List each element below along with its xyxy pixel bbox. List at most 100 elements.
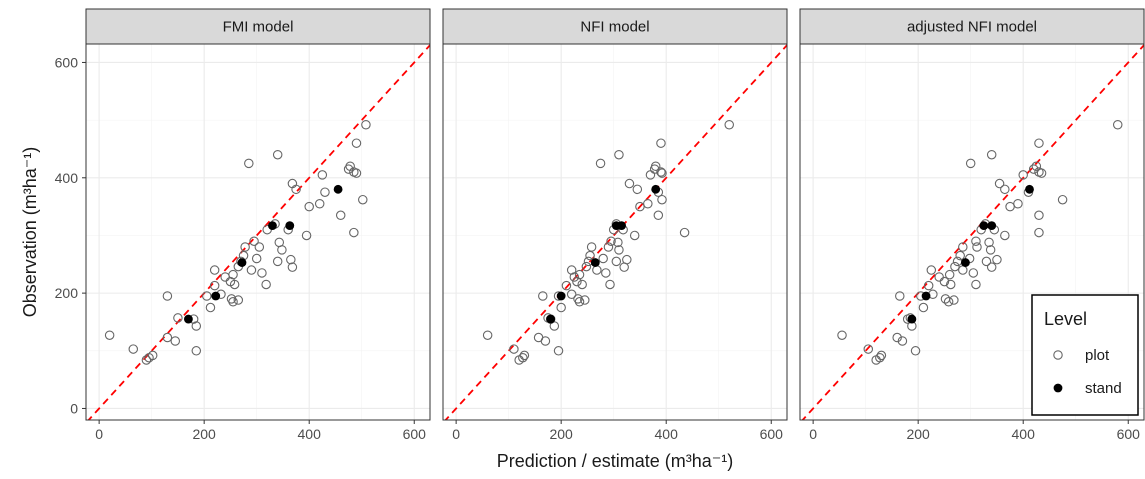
identity-reference-line xyxy=(444,44,787,420)
plot-level-point xyxy=(191,346,202,356)
plot-level-point xyxy=(304,201,314,212)
plot-level-point xyxy=(875,352,885,363)
y-tick-label: 400 xyxy=(55,170,79,186)
panel-border xyxy=(799,43,1145,421)
x-tick-label: 600 xyxy=(760,426,784,442)
plot-level-point xyxy=(605,279,615,290)
facet-title: FMI model xyxy=(223,19,294,36)
plot-level-point xyxy=(985,245,996,255)
plot-level-point xyxy=(918,302,929,313)
plot-level-point xyxy=(598,253,608,264)
plot-level-point xyxy=(191,321,202,331)
legend-label-stand: stand xyxy=(1085,380,1122,397)
plot-level-point xyxy=(335,210,346,221)
plot-level-point xyxy=(566,289,577,300)
plot-level-point xyxy=(254,242,265,252)
plot-level-point xyxy=(518,352,528,363)
plot-level-point xyxy=(209,280,220,291)
plot-level-point xyxy=(577,279,587,290)
plot-level-point xyxy=(482,330,493,340)
plot-level-point xyxy=(958,242,968,252)
plot-level-point xyxy=(128,344,139,354)
facet-title: NFI model xyxy=(580,19,649,36)
stand-level-point xyxy=(546,314,556,324)
plot-level-point xyxy=(317,170,328,180)
plot-level-point xyxy=(291,184,301,195)
plot-level-point xyxy=(233,295,244,305)
plot-level-point xyxy=(553,346,564,356)
plot-level-point xyxy=(613,237,623,248)
plot-level-point xyxy=(320,187,330,197)
legend-box xyxy=(1031,294,1139,416)
plot-level-point xyxy=(656,138,666,148)
plot-area xyxy=(443,44,787,420)
plot-level-point xyxy=(897,336,908,346)
plot-level-point xyxy=(603,242,614,252)
legend-key-plot xyxy=(1053,350,1063,360)
plot-level-point xyxy=(1112,119,1123,130)
panel-border xyxy=(85,43,431,421)
plot-area xyxy=(86,44,430,420)
stand-level-point xyxy=(979,221,989,231)
plot-level-point xyxy=(949,295,959,305)
plot-level-point xyxy=(561,280,572,291)
plot-level-point xyxy=(1028,164,1039,174)
plot-level-point xyxy=(272,256,283,267)
legend-title: Level xyxy=(1044,309,1087,329)
plot-level-point xyxy=(614,149,624,160)
y-tick-label: 200 xyxy=(55,285,79,301)
plot-level-point xyxy=(257,268,267,278)
facet-strip xyxy=(85,8,431,45)
y-tick-label: 0 xyxy=(70,400,78,416)
plot-level-point xyxy=(971,236,981,246)
plot-level-point xyxy=(202,291,212,301)
plot-level-point xyxy=(104,330,115,340)
plot-level-point xyxy=(994,178,1005,189)
plot-level-point xyxy=(141,355,152,365)
plot-level-point xyxy=(240,242,250,252)
x-tick-label: 400 xyxy=(298,426,322,442)
plot-level-point xyxy=(286,254,296,265)
x-tick-label: 400 xyxy=(1012,426,1036,442)
plot-level-point xyxy=(229,279,240,290)
plot-level-point xyxy=(1034,227,1044,238)
plot-level-point xyxy=(981,256,992,267)
plot-level-point xyxy=(606,236,616,246)
plot-level-point xyxy=(1000,184,1010,195)
plot-level-point xyxy=(971,279,981,290)
plot-level-point xyxy=(581,261,592,272)
stand-level-point xyxy=(1025,184,1034,194)
plot-level-point xyxy=(314,198,325,209)
plot-level-point xyxy=(986,149,997,160)
plot-level-point xyxy=(358,194,368,205)
plot-level-point xyxy=(972,242,982,252)
plot-level-point xyxy=(228,269,238,280)
plot-level-point xyxy=(1013,198,1023,209)
plot-level-point xyxy=(632,184,643,195)
plot-level-point xyxy=(162,291,173,301)
plot-level-point xyxy=(950,261,960,272)
stand-level-point xyxy=(651,184,661,194)
plot-level-point xyxy=(566,265,577,275)
plot-level-point xyxy=(657,194,667,205)
x-axis-title: Prediction / estimate (m³ha⁻¹) xyxy=(497,451,734,471)
plot-level-point xyxy=(679,227,690,238)
plot-level-point xyxy=(923,280,934,291)
plot-level-point xyxy=(1036,168,1047,178)
plot-level-point xyxy=(569,272,580,282)
y-axis-title: Observation (m³ha⁻¹) xyxy=(20,147,40,318)
x-tick-label: 400 xyxy=(655,426,679,442)
x-tick-label: 600 xyxy=(1117,426,1141,442)
plot-level-point xyxy=(540,336,551,346)
plot-level-point xyxy=(580,295,590,305)
stand-level-point xyxy=(921,291,931,301)
stand-level-point xyxy=(237,258,247,267)
plot-level-point xyxy=(246,265,257,275)
plot-level-point xyxy=(968,268,979,278)
plot-level-point xyxy=(945,279,956,290)
plot-level-point xyxy=(277,245,287,255)
plot-level-point xyxy=(574,269,585,280)
facet-panel-2: NFI model 0 200 400 600 xyxy=(442,8,788,442)
plot-level-point xyxy=(361,119,371,130)
